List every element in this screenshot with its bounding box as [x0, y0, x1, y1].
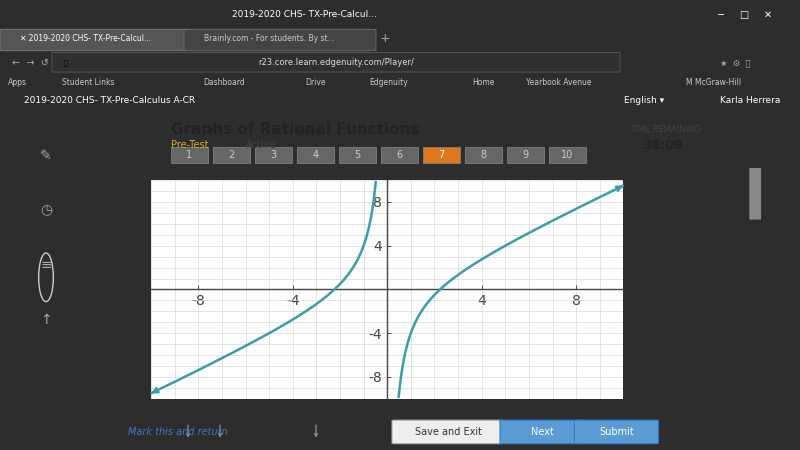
FancyBboxPatch shape — [381, 147, 418, 163]
Text: Pre-Test: Pre-Test — [170, 140, 208, 150]
Text: Karla Herrera: Karla Herrera — [720, 96, 780, 105]
Text: TIME REMAINING: TIME REMAINING — [630, 126, 701, 135]
FancyBboxPatch shape — [574, 420, 658, 444]
Text: 8: 8 — [480, 150, 486, 160]
Text: ✕: ✕ — [764, 9, 772, 20]
Text: 9: 9 — [522, 150, 528, 160]
FancyBboxPatch shape — [297, 147, 334, 163]
Text: Drive: Drive — [306, 78, 326, 87]
Text: 5: 5 — [354, 150, 361, 160]
FancyBboxPatch shape — [184, 29, 376, 51]
Text: 10: 10 — [561, 150, 574, 160]
Text: M McGraw-Hill: M McGraw-Hill — [686, 78, 742, 87]
FancyBboxPatch shape — [213, 147, 250, 163]
FancyArrowPatch shape — [218, 425, 222, 436]
Text: Student Links: Student Links — [62, 78, 115, 87]
FancyBboxPatch shape — [465, 147, 502, 163]
FancyBboxPatch shape — [0, 29, 192, 51]
Text: x: x — [638, 282, 644, 292]
FancyBboxPatch shape — [254, 147, 292, 163]
Text: Active: Active — [246, 140, 277, 150]
Text: Home: Home — [472, 78, 494, 87]
Text: Graphs of Rational Functions: Graphs of Rational Functions — [170, 122, 419, 138]
Text: Edgenuity: Edgenuity — [370, 78, 408, 87]
Text: Apps: Apps — [8, 78, 27, 87]
Text: ◷: ◷ — [40, 203, 52, 217]
Text: 7: 7 — [438, 150, 445, 160]
FancyBboxPatch shape — [506, 147, 544, 163]
Text: 3: 3 — [270, 150, 277, 160]
FancyArrowPatch shape — [314, 425, 318, 436]
Text: ★  ⚙  👤: ★ ⚙ 👤 — [720, 58, 750, 67]
Text: Mark this and return: Mark this and return — [128, 427, 228, 436]
Text: Save and Exit: Save and Exit — [414, 427, 482, 436]
Text: English ▾: English ▾ — [624, 96, 664, 105]
Text: 2019-2020 CHS- TX-Pre-Calculus A-CR: 2019-2020 CHS- TX-Pre-Calculus A-CR — [24, 96, 195, 105]
Text: ↑: ↑ — [40, 313, 52, 327]
Text: 6: 6 — [396, 150, 402, 160]
Text: r23.core.learn.edgenuity.com/Player/: r23.core.learn.edgenuity.com/Player/ — [258, 58, 414, 67]
Text: 🔒: 🔒 — [64, 59, 68, 66]
FancyBboxPatch shape — [549, 147, 586, 163]
Text: 2: 2 — [228, 150, 234, 160]
FancyArrowPatch shape — [186, 425, 190, 436]
FancyBboxPatch shape — [500, 420, 584, 444]
FancyBboxPatch shape — [750, 168, 761, 220]
FancyBboxPatch shape — [422, 147, 460, 163]
Text: 4: 4 — [312, 150, 318, 160]
Text: Brainly.com - For students. By st...: Brainly.com - For students. By st... — [204, 34, 334, 43]
Text: 2019-2020 CHS- TX-Pre-Calcul...: 2019-2020 CHS- TX-Pre-Calcul... — [231, 10, 377, 19]
FancyBboxPatch shape — [392, 420, 504, 444]
Text: Submit: Submit — [599, 427, 634, 436]
Text: ✕ 2019-2020 CHS- TX-Pre-Calcul...: ✕ 2019-2020 CHS- TX-Pre-Calcul... — [20, 34, 151, 43]
Text: ─: ─ — [717, 9, 723, 20]
Text: 38:09: 38:09 — [643, 139, 682, 152]
FancyBboxPatch shape — [170, 147, 208, 163]
Text: y: y — [389, 166, 395, 177]
Text: ←  →  ↺: ← → ↺ — [12, 58, 49, 68]
Text: +: + — [380, 32, 390, 45]
Text: ≡: ≡ — [40, 258, 52, 272]
Text: 1: 1 — [186, 150, 193, 160]
FancyBboxPatch shape — [52, 53, 620, 72]
FancyBboxPatch shape — [338, 147, 376, 163]
Text: Next: Next — [530, 427, 554, 436]
Text: ✎: ✎ — [40, 149, 52, 163]
Text: Yearbook Avenue: Yearbook Avenue — [526, 78, 592, 87]
Text: Dashboard: Dashboard — [203, 78, 245, 87]
Text: □: □ — [739, 9, 749, 20]
